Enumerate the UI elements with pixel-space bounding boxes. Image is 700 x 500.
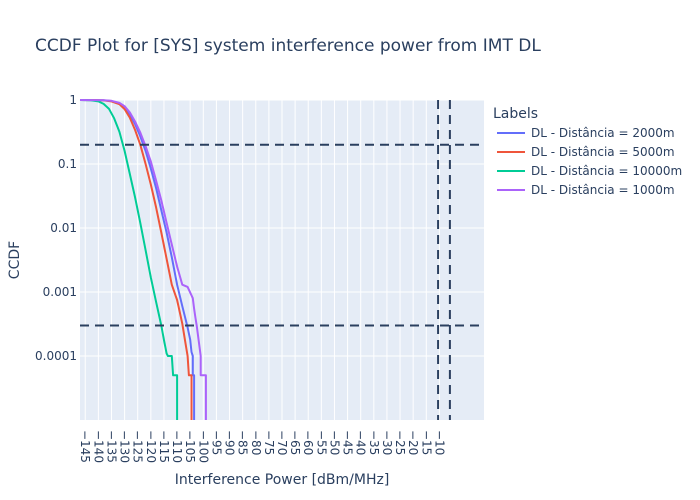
reference-lines bbox=[80, 100, 484, 420]
series-line-3 bbox=[79, 99, 179, 420]
legend-item[interactable]: DL - Distância = 5000m bbox=[497, 145, 675, 159]
legend-item[interactable]: DL - Distância = 2000m bbox=[497, 126, 675, 140]
legend-label: DL - Distância = 10000m bbox=[531, 164, 682, 178]
x-tick-label: −80 bbox=[249, 430, 263, 455]
x-tick-label: −35 bbox=[367, 430, 381, 455]
x-tick-label: −50 bbox=[327, 430, 341, 455]
x-tick-labels: −145 −140 −135 −130 −125 −120 −115 −110 −105 −100… bbox=[78, 430, 446, 463]
series-line-4 bbox=[79, 99, 207, 420]
x-tick-label: −25 bbox=[393, 430, 407, 455]
x-tick-label: −55 bbox=[314, 430, 328, 455]
x-tick-label: −85 bbox=[236, 430, 250, 455]
legend[interactable]: Labels DL - Distância = 2000m DL - Distân… bbox=[493, 106, 682, 197]
x-tick-label: −105 bbox=[183, 430, 197, 463]
x-axis-title: Interference Power [dBm/MHz] bbox=[175, 472, 390, 488]
x-tick-label: −95 bbox=[209, 430, 223, 455]
legend-label: DL - Distância = 2000m bbox=[531, 126, 675, 140]
y-tick-label: 1 bbox=[69, 93, 77, 107]
x-tick-label: −70 bbox=[275, 430, 289, 455]
y-tick-label: 0.001 bbox=[43, 285, 77, 299]
series-lines bbox=[79, 99, 207, 420]
legend-item[interactable]: DL - Distância = 1000m bbox=[497, 183, 675, 197]
x-tick-label: −125 bbox=[131, 430, 145, 463]
x-tick-label: −130 bbox=[118, 430, 132, 463]
x-tick-label: −115 bbox=[157, 430, 171, 463]
x-tick-label: −45 bbox=[341, 430, 355, 455]
legend-title: Labels bbox=[493, 106, 538, 122]
y-tick-labels: 1 0.1 0.01 0.001 0.0001 bbox=[35, 93, 77, 363]
y-tick-label: 0.01 bbox=[50, 221, 77, 235]
x-tick-label: −40 bbox=[354, 430, 368, 455]
x-tick-label: −110 bbox=[170, 430, 184, 463]
legend-label: DL - Distância = 1000m bbox=[531, 183, 675, 197]
x-tick-label: −145 bbox=[78, 430, 92, 463]
x-tick-label: −20 bbox=[406, 430, 420, 455]
x-tick-label: −135 bbox=[104, 430, 118, 463]
x-tick-label: −65 bbox=[288, 430, 302, 455]
y-axis-title: CCDF bbox=[7, 241, 23, 279]
x-tick-label: −10 bbox=[432, 430, 446, 455]
legend-label: DL - Distância = 5000m bbox=[531, 145, 675, 159]
x-tick-label: −100 bbox=[196, 430, 210, 463]
legend-item[interactable]: DL - Distância = 10000m bbox=[497, 164, 682, 178]
chart-title: CCDF Plot for [SYS] system interference … bbox=[35, 36, 541, 56]
x-tick-label: −90 bbox=[223, 430, 237, 455]
x-tick-label: −60 bbox=[301, 430, 315, 455]
x-tick-label: −120 bbox=[144, 430, 158, 463]
x-tick-label: −30 bbox=[380, 430, 394, 455]
x-tick-label: −15 bbox=[419, 430, 433, 455]
grid bbox=[80, 99, 484, 420]
x-tick-label: −140 bbox=[91, 430, 105, 463]
x-tick-label: −75 bbox=[262, 430, 276, 455]
y-tick-label: 0.0001 bbox=[35, 349, 77, 363]
y-tick-label: 0.1 bbox=[58, 157, 77, 171]
